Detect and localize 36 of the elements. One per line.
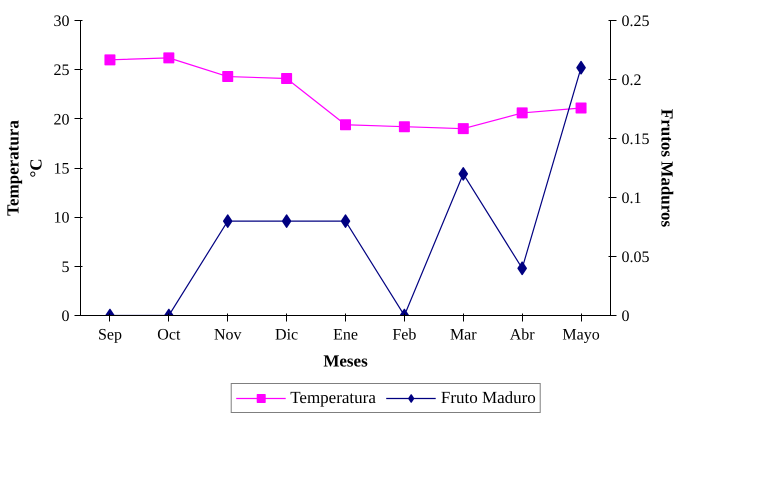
x-tick-label: Mar: [450, 326, 478, 344]
y-tick-label: 5: [62, 258, 70, 276]
x-tick-label: Abr: [510, 326, 536, 344]
y-tick-label: 10: [54, 210, 70, 227]
point: [163, 52, 174, 64]
y2-tick-label: 0.15: [622, 131, 650, 148]
x-tick-label: Dic: [275, 326, 298, 344]
point: [576, 102, 587, 114]
x-tick-label: Feb: [392, 326, 416, 344]
legend-label: Fruto Maduro: [440, 388, 536, 408]
point: [222, 71, 234, 82]
legend-label: Temperatura: [290, 388, 376, 408]
point: [104, 54, 116, 66]
y2-tick-label: 0: [622, 308, 630, 325]
x-tick-label: Oct: [157, 326, 181, 344]
y2-tick-label: 0.25: [622, 13, 650, 30]
point: [398, 121, 410, 132]
x-tick-label: Ene: [333, 326, 358, 344]
y-axis-title: Temperatura °C: [4, 120, 46, 216]
x-tick-label: Sep: [98, 326, 122, 344]
x-axis-title: Meses: [323, 352, 368, 370]
y2-tick-label: 0.1: [622, 190, 642, 207]
y-tick-label: 25: [54, 62, 70, 80]
y2-axis-title: Frutos Maduros: [658, 108, 676, 228]
x-tick-label: Nov: [214, 326, 242, 344]
point: [516, 107, 528, 118]
point: [281, 73, 292, 84]
y2-tick-label: 0.2: [622, 72, 642, 89]
point: [340, 119, 351, 130]
y2-tick-label: 0.05: [622, 249, 650, 266]
x-tick-label: Mayo: [562, 326, 600, 344]
point: [458, 123, 469, 134]
y-tick-label: 0: [62, 308, 70, 325]
y-tick-label: 15: [54, 160, 70, 178]
y-tick-label: 20: [54, 111, 70, 128]
y-tick-label: 30: [54, 13, 70, 30]
